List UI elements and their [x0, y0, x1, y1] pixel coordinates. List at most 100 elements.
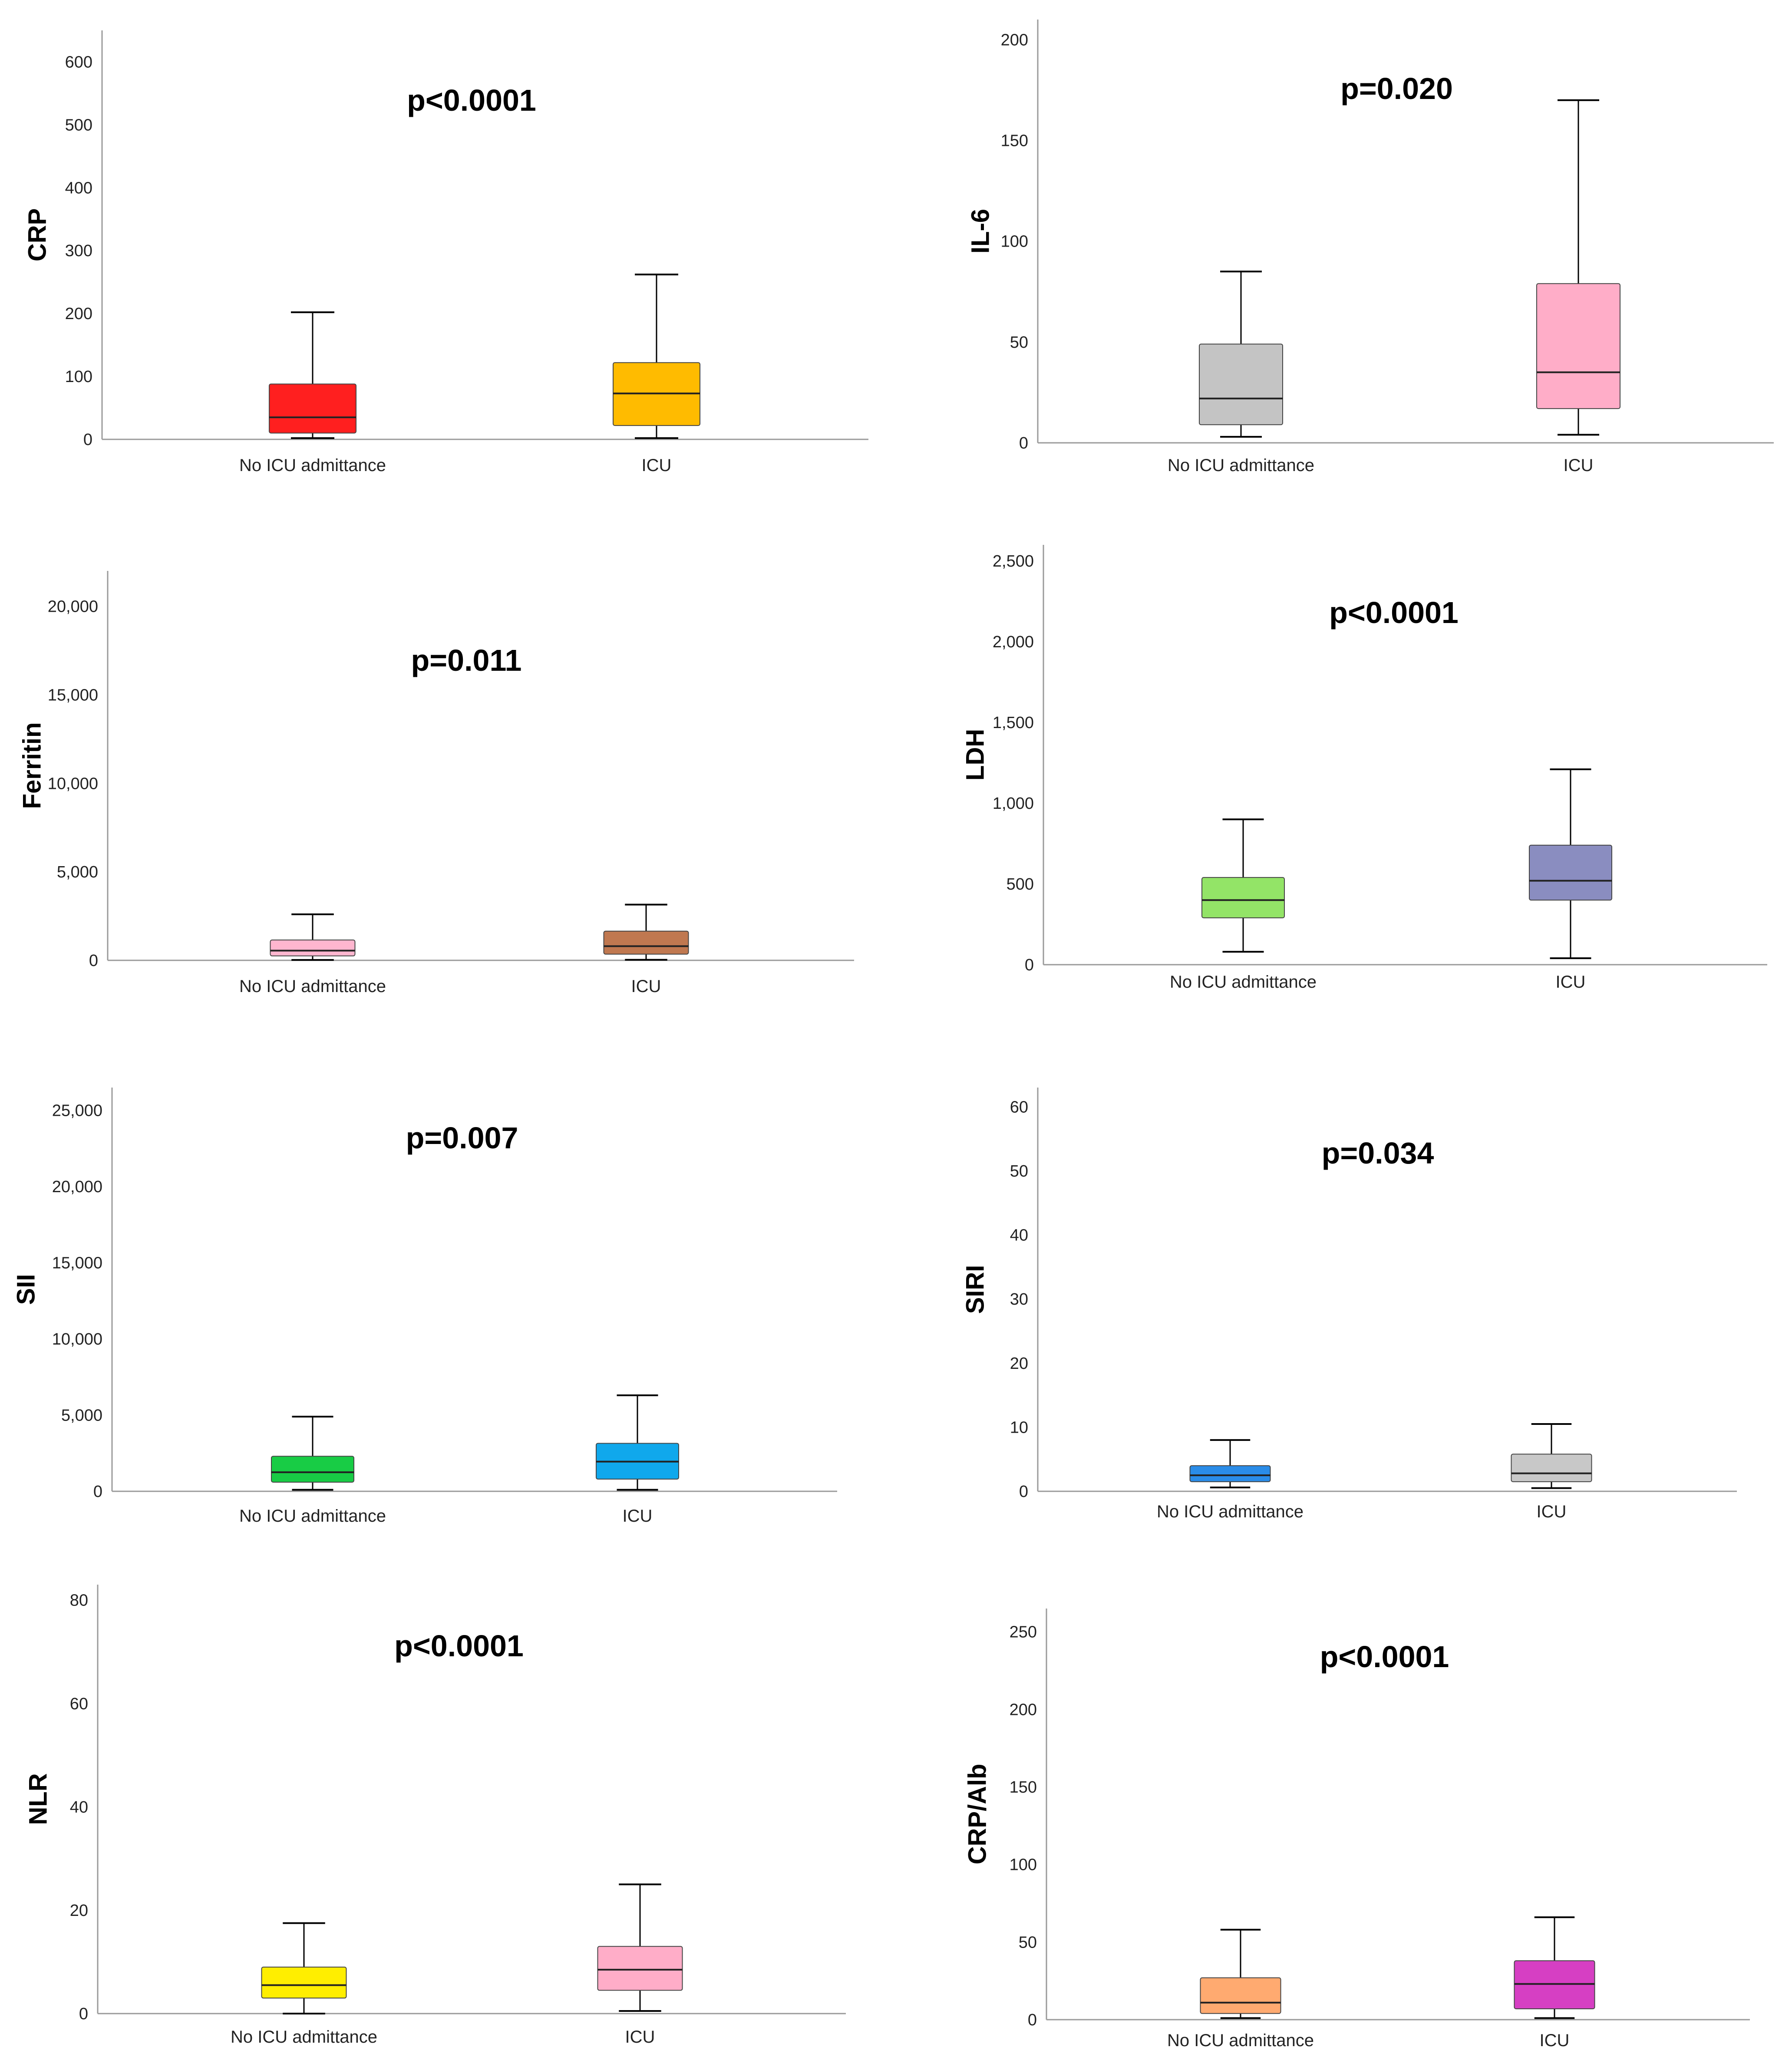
- y-tick-label: 15,000: [48, 686, 98, 704]
- chart-panel-2: 0 50 100 150 200 IL-6 p=0.020 No ICU admittance…: [966, 20, 1774, 475]
- y-tick-label: 250: [1010, 1623, 1037, 1642]
- y-tick-label: 200: [1001, 31, 1028, 49]
- y-tick-label: 300: [65, 242, 92, 260]
- y-tick-label: 100: [65, 368, 92, 386]
- y-tick-label: 2,500: [993, 552, 1034, 570]
- y-tick-label: 1,500: [993, 714, 1034, 732]
- iqr-box: [270, 939, 356, 956]
- y-tick-label: 0: [1019, 1483, 1028, 1501]
- y-tick-label: 30: [1010, 1290, 1028, 1309]
- iqr-box: [271, 1456, 354, 1483]
- p-value-label: p=0.034: [1322, 1136, 1434, 1170]
- x-category-label: ICU: [1564, 456, 1594, 475]
- x-category-label: No ICU admittance: [239, 1506, 386, 1526]
- y-axis-title: SII: [12, 1274, 40, 1305]
- y-axis-title: CRP/Alb: [963, 1764, 991, 1865]
- iqr-box: [1200, 1977, 1281, 2014]
- box-icu: [603, 903, 689, 961]
- y-tick-label: 1,000: [993, 794, 1034, 813]
- y-tick-label: 60: [70, 1695, 88, 1713]
- iqr-box: [269, 383, 356, 434]
- box-icu: [1514, 1916, 1595, 2019]
- y-tick-label: 5,000: [57, 863, 98, 881]
- box-no-icu: [269, 311, 356, 439]
- x-category-label: ICU: [625, 2027, 655, 2047]
- x-category-label: No ICU admittance: [1167, 2031, 1314, 2050]
- y-tick-label: 40: [70, 1798, 88, 1816]
- p-value-label: p=0.011: [411, 643, 522, 677]
- p-value-label: p<0.0001: [407, 83, 536, 117]
- p-value-label: p<0.0001: [1320, 1640, 1449, 1674]
- x-category-label: ICU: [1540, 2031, 1570, 2050]
- y-tick-label: 80: [70, 1592, 88, 1610]
- y-tick-label: 200: [65, 305, 92, 323]
- y-tick-label: 20: [70, 1902, 88, 1920]
- y-axis-title: LDH: [961, 729, 989, 781]
- y-tick-label: 60: [1010, 1098, 1028, 1116]
- x-category-label: No ICU admittance: [1170, 972, 1317, 992]
- iqr-box: [1529, 844, 1612, 901]
- y-tick-label: 500: [65, 116, 92, 134]
- y-axis-title: Ferritin: [18, 722, 46, 809]
- iqr-box: [261, 1966, 347, 1999]
- y-tick-label: 50: [1019, 1933, 1037, 1952]
- y-tick-label: 0: [79, 2005, 88, 2023]
- y-axis-title: SIRI: [961, 1265, 989, 1314]
- p-value-label: p<0.0001: [394, 1629, 524, 1663]
- chart-panel-3: 0 5,000 10,000 15,000 20,000 Ferritin p=0.011 N…: [18, 571, 854, 996]
- y-tick-label: 600: [65, 53, 92, 71]
- y-tick-label: 0: [1019, 434, 1028, 452]
- y-tick-label: 20: [1010, 1355, 1028, 1373]
- y-tick-label: 50: [1010, 1162, 1028, 1180]
- iqr-box: [603, 930, 689, 955]
- box-no-icu: [1199, 270, 1283, 438]
- y-tick-label: 15,000: [52, 1254, 102, 1272]
- x-category-label: ICU: [623, 1506, 653, 1526]
- p-value-label: p=0.007: [406, 1121, 518, 1155]
- box-no-icu: [1200, 1928, 1281, 2019]
- box-icu: [596, 1394, 679, 1491]
- y-tick-label: 10,000: [48, 775, 98, 793]
- iqr-box: [597, 1946, 683, 1991]
- y-tick-label: 400: [65, 179, 92, 197]
- chart-panel-5: 0 5,000 10,000 15,000 20,000 25,000 SII p=0.007…: [12, 1088, 837, 1526]
- y-tick-label: 20,000: [48, 598, 98, 616]
- chart-panel-7: 0 20 40 60 80 NLR p<0.0001 No ICU admittance ICU: [24, 1585, 846, 2047]
- y-tick-label: 10: [1010, 1418, 1028, 1437]
- y-tick-label: 25,000: [52, 1102, 102, 1120]
- y-tick-label: 0: [1025, 956, 1034, 974]
- x-category-label: No ICU admittance: [231, 2027, 377, 2047]
- y-tick-label: 200: [1010, 1701, 1037, 1719]
- box-no-icu: [1201, 818, 1285, 953]
- y-tick-label: 0: [89, 952, 98, 970]
- y-tick-label: 5,000: [61, 1407, 102, 1425]
- chart-panel-1: 0 100 200 300 400 500 600 CRP p<0.0001 No ICU adm…: [23, 30, 868, 475]
- box-icu: [613, 274, 700, 439]
- x-category-label: ICU: [1537, 1502, 1567, 1521]
- y-tick-label: 100: [1001, 233, 1028, 251]
- y-tick-label: 500: [1007, 875, 1034, 893]
- y-tick-label: 0: [93, 1483, 102, 1501]
- y-tick-label: 50: [1010, 333, 1028, 352]
- p-value-label: p<0.0001: [1329, 596, 1459, 630]
- y-tick-label: 150: [1001, 132, 1028, 150]
- x-category-label: ICU: [631, 977, 661, 996]
- box-icu: [1529, 768, 1612, 959]
- y-axis-title: NLR: [24, 1773, 52, 1825]
- iqr-box: [1199, 343, 1283, 425]
- y-axis-title: IL-6: [966, 209, 994, 254]
- y-tick-label: 100: [1010, 1856, 1037, 1874]
- y-axis-title: CRP: [23, 208, 51, 261]
- iqr-box: [1536, 283, 1620, 409]
- y-tick-label: 40: [1010, 1226, 1028, 1245]
- y-tick-label: 150: [1010, 1778, 1037, 1797]
- box-no-icu: [261, 1922, 347, 2014]
- y-tick-label: 0: [1028, 2011, 1037, 2029]
- x-category-label: No ICU admittance: [239, 456, 386, 475]
- y-tick-label: 20,000: [52, 1178, 102, 1196]
- iqr-box: [1201, 877, 1285, 919]
- x-category-label: No ICU admittance: [1157, 1502, 1304, 1521]
- x-category-label: ICU: [1556, 972, 1586, 992]
- x-category-label: No ICU admittance: [239, 977, 386, 996]
